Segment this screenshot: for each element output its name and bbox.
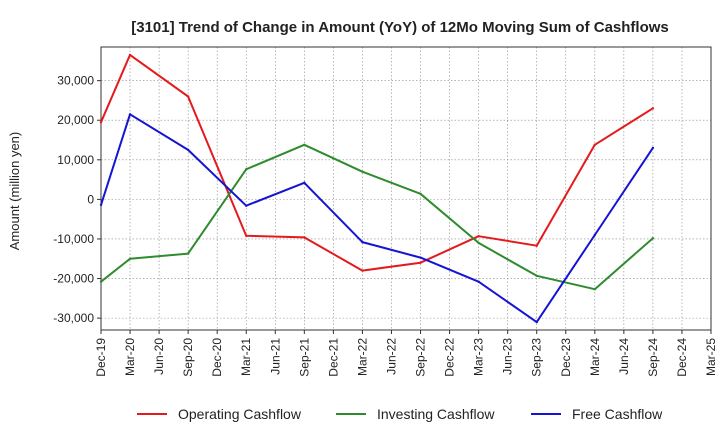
x-tick-label: Jun-22 xyxy=(384,338,398,375)
data-point xyxy=(477,241,480,245)
data-point xyxy=(186,252,190,255)
data-point xyxy=(303,236,306,239)
legend-label-2: Free Cashflow xyxy=(572,406,663,422)
data-point xyxy=(303,143,306,146)
x-tick-label: Jun-23 xyxy=(501,338,515,375)
data-point xyxy=(128,53,132,57)
data-point xyxy=(361,269,364,272)
legend-label-1: Investing Cashflow xyxy=(377,406,495,422)
y-tick-label: -20,000 xyxy=(53,272,94,286)
y-tick-label: -10,000 xyxy=(53,232,94,246)
data-point xyxy=(593,143,597,146)
x-tick-label: Jun-21 xyxy=(268,338,282,375)
data-point xyxy=(651,146,655,150)
data-point xyxy=(128,113,132,116)
series-line-2 xyxy=(100,113,654,324)
data-point xyxy=(245,204,248,207)
data-point xyxy=(99,280,103,283)
data-point xyxy=(535,320,538,324)
data-point xyxy=(245,168,248,171)
data-point xyxy=(186,95,190,98)
x-tick-label: Jun-24 xyxy=(617,338,631,375)
x-tick-label: Mar-22 xyxy=(355,338,369,376)
series-line-1 xyxy=(100,143,654,291)
data-point xyxy=(99,203,103,207)
y-tick-label: 10,000 xyxy=(57,153,94,167)
data-point xyxy=(99,121,103,124)
x-tick-label: Mar-21 xyxy=(239,338,253,376)
x-tick-label: Dec-24 xyxy=(675,338,689,377)
x-tick-label: Sep-23 xyxy=(530,338,544,377)
series-lines xyxy=(99,53,655,324)
data-point xyxy=(535,274,538,277)
y-tick-label: 0 xyxy=(87,192,94,206)
data-point xyxy=(361,240,364,244)
x-tick-label: Dec-23 xyxy=(559,338,573,377)
series-line-0 xyxy=(100,53,654,272)
data-point xyxy=(419,261,422,264)
legend-label-0: Operating Cashflow xyxy=(178,406,302,422)
data-point xyxy=(128,257,132,260)
data-point xyxy=(651,107,655,110)
data-point xyxy=(419,256,422,259)
y-tick-label: 30,000 xyxy=(57,74,94,88)
data-point xyxy=(593,233,597,237)
x-tick-label: Mar-23 xyxy=(472,338,486,376)
data-point xyxy=(303,181,306,184)
data-point xyxy=(245,234,248,237)
y-axis-label: Amount (million yen) xyxy=(7,132,22,251)
plot-frame xyxy=(100,46,712,331)
y-tick-label: 20,000 xyxy=(57,113,94,127)
legend: Operating Cashflow Investing Cashflow Free… xyxy=(137,406,663,422)
data-point xyxy=(593,288,597,291)
axes: -30,000 -20,000 -10,000 0 10,000 20,000 30,000… xyxy=(53,46,718,377)
x-tick-label: Dec-21 xyxy=(326,338,340,377)
y-tick-label: -30,000 xyxy=(53,311,94,325)
x-tick-label: Jun-20 xyxy=(152,338,166,375)
data-point xyxy=(535,244,538,247)
data-point xyxy=(419,192,422,196)
x-tick-label: Mar-20 xyxy=(123,338,137,376)
x-tick-label: Mar-24 xyxy=(588,338,602,376)
x-tick-label: Dec-22 xyxy=(443,338,457,377)
data-point xyxy=(477,234,480,238)
data-point xyxy=(186,148,190,152)
x-tick-label: Dec-20 xyxy=(210,338,224,377)
x-tick-label: Sep-20 xyxy=(181,338,195,377)
data-point xyxy=(651,236,655,240)
chart-title: [3101] Trend of Change in Amount (YoY) o… xyxy=(131,19,669,36)
x-tick-label: Sep-21 xyxy=(297,338,311,377)
x-tick-label: Dec-19 xyxy=(94,338,108,377)
data-point xyxy=(477,280,480,283)
x-tick-label: Mar-25 xyxy=(704,338,718,376)
x-tick-label: Sep-22 xyxy=(414,338,428,377)
data-point xyxy=(361,170,364,173)
x-tick-label: Sep-24 xyxy=(646,338,660,377)
